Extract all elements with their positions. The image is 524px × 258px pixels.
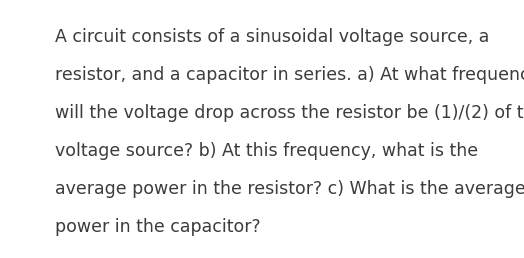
Text: resistor, and a capacitor in series. a) At what frequency: resistor, and a capacitor in series. a) …: [55, 66, 524, 84]
Text: average power in the resistor? c) What is the average: average power in the resistor? c) What i…: [55, 180, 524, 198]
Text: will the voltage drop across the resistor be (1)/(2) of the: will the voltage drop across the resisto…: [55, 104, 524, 122]
Text: voltage source? b) At this frequency, what is the: voltage source? b) At this frequency, wh…: [55, 142, 478, 160]
Text: A circuit consists of a sinusoidal voltage source, a: A circuit consists of a sinusoidal volta…: [55, 28, 489, 46]
Text: power in the capacitor?: power in the capacitor?: [55, 218, 260, 236]
